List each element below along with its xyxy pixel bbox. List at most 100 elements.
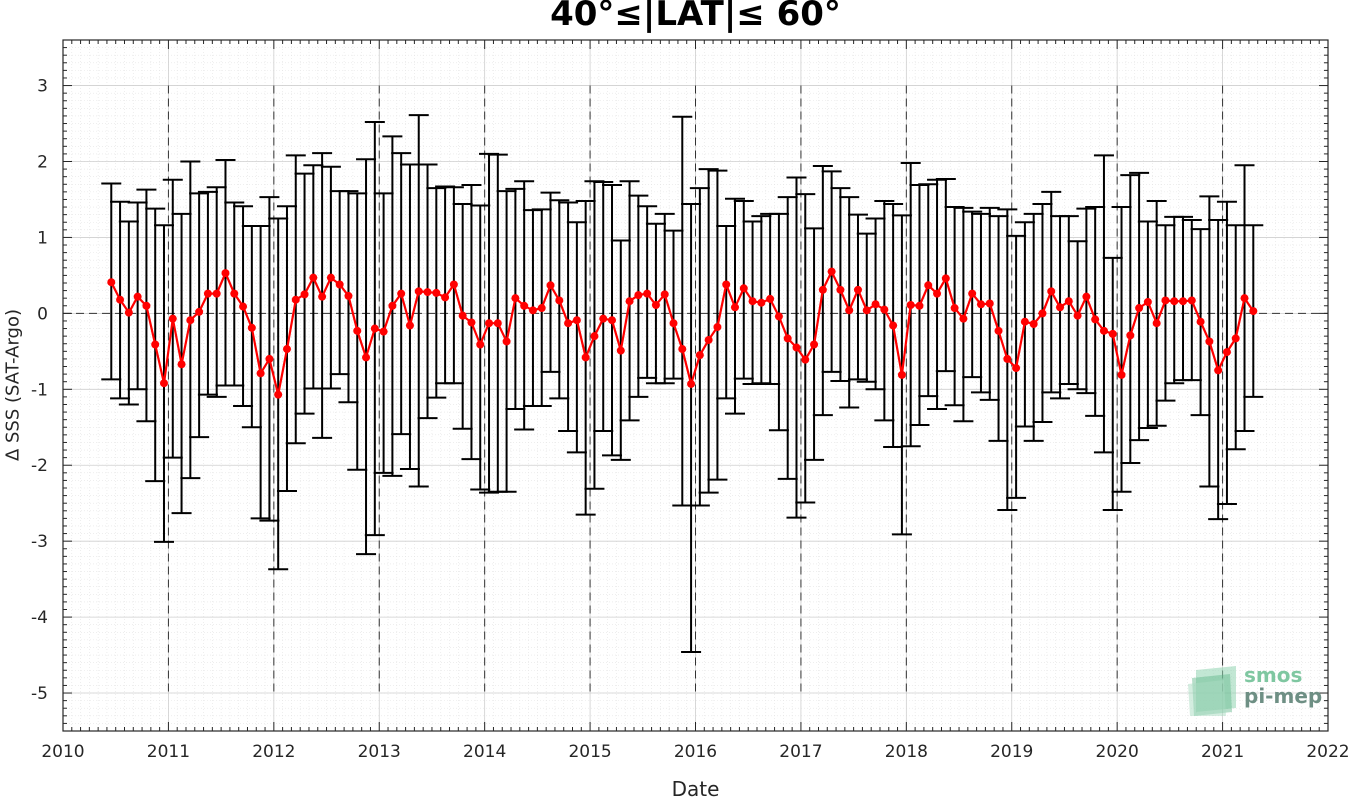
data-point — [1064, 297, 1073, 306]
data-point — [449, 280, 458, 289]
data-point — [959, 314, 968, 323]
data-point — [915, 301, 924, 310]
y-axis-label: Δ SSS (SAT-Argo) — [2, 308, 24, 462]
y-tick-label: 1 — [37, 228, 48, 248]
y-tick-label: -1 — [31, 380, 48, 400]
data-point — [651, 301, 660, 310]
data-point — [634, 291, 643, 300]
data-point — [1091, 315, 1100, 324]
data-point — [1214, 366, 1223, 375]
data-point — [247, 323, 256, 332]
data-point — [423, 288, 432, 297]
x-tick-label: 2019 — [990, 742, 1033, 762]
data-point — [379, 327, 388, 336]
data-point — [256, 369, 265, 378]
data-point — [528, 306, 537, 315]
data-point — [168, 314, 177, 323]
x-tick-label: 2020 — [1096, 742, 1139, 762]
data-point — [1249, 307, 1258, 316]
y-tick-label: 0 — [37, 304, 48, 324]
data-point — [124, 308, 133, 317]
data-point — [783, 334, 792, 343]
data-point — [107, 278, 116, 287]
data-point — [546, 281, 555, 290]
data-point — [766, 294, 775, 303]
data-point — [810, 340, 819, 349]
data-point — [195, 307, 204, 316]
data-point — [414, 287, 423, 296]
data-point — [458, 311, 467, 320]
data-point — [1222, 348, 1231, 357]
data-point — [502, 337, 511, 346]
data-point — [1126, 331, 1135, 340]
data-point — [590, 332, 599, 341]
data-point — [362, 353, 371, 362]
y-tick-label: 2 — [37, 152, 48, 172]
logo-graphic — [1188, 666, 1236, 716]
data-point — [941, 274, 950, 283]
data-point — [353, 326, 362, 335]
data-point — [1187, 296, 1196, 305]
data-point — [309, 273, 318, 282]
tick-labels: 2010 2011 2012 2013 2014 2015 2016 2017 2018 2019… — [31, 77, 1350, 762]
smos-pimep-logo: smos pi-mep — [1188, 662, 1323, 717]
data-point — [730, 303, 739, 312]
data-point — [230, 289, 239, 298]
data-point — [739, 284, 748, 293]
data-point — [924, 281, 933, 290]
x-tick-label: 2010 — [41, 742, 84, 762]
data-point — [669, 319, 678, 328]
x-tick-label: 2018 — [885, 742, 928, 762]
data-point — [186, 316, 195, 325]
data-point — [239, 302, 248, 311]
data-point — [660, 290, 669, 299]
data-point — [897, 370, 906, 379]
data-point — [757, 298, 766, 307]
data-point — [221, 269, 230, 278]
data-point — [572, 316, 581, 325]
data-point — [1205, 337, 1214, 346]
x-tick-label: 2016 — [674, 742, 717, 762]
data-point — [335, 280, 344, 289]
data-point — [344, 291, 353, 300]
data-point — [1056, 303, 1065, 312]
logo-line1: smos — [1244, 663, 1303, 687]
data-point — [116, 295, 125, 304]
y-tick-label: -3 — [31, 532, 48, 552]
data-point — [722, 280, 731, 289]
data-point — [133, 292, 142, 301]
data-point — [792, 343, 801, 352]
data-point — [326, 273, 335, 282]
data-point — [994, 326, 1003, 335]
data-point — [1099, 326, 1108, 335]
data-point — [950, 304, 959, 313]
data-point — [485, 319, 494, 328]
data-point — [827, 267, 836, 276]
data-point — [291, 295, 300, 304]
data-point — [142, 301, 151, 310]
data-point — [467, 318, 476, 327]
data-point — [713, 323, 722, 332]
y-tick-label: -2 — [31, 456, 48, 476]
data-point — [581, 353, 590, 362]
data-point — [625, 297, 634, 306]
data-point — [976, 300, 985, 309]
data-point — [1231, 334, 1240, 343]
data-point — [265, 354, 274, 363]
data-point — [774, 312, 783, 321]
data-point — [300, 290, 309, 299]
x-tick-label: 2022 — [1306, 742, 1349, 762]
data-point — [151, 340, 160, 349]
data-point — [405, 321, 414, 330]
data-point — [871, 300, 880, 309]
data-point — [608, 316, 617, 325]
data-point — [493, 319, 502, 328]
x-tick-label: 2014 — [463, 742, 506, 762]
data-point — [968, 289, 977, 298]
data-point — [889, 321, 898, 330]
data-point — [432, 288, 441, 297]
data-point — [862, 306, 871, 315]
y-tick-label: 3 — [37, 77, 48, 97]
data-point — [880, 305, 889, 314]
